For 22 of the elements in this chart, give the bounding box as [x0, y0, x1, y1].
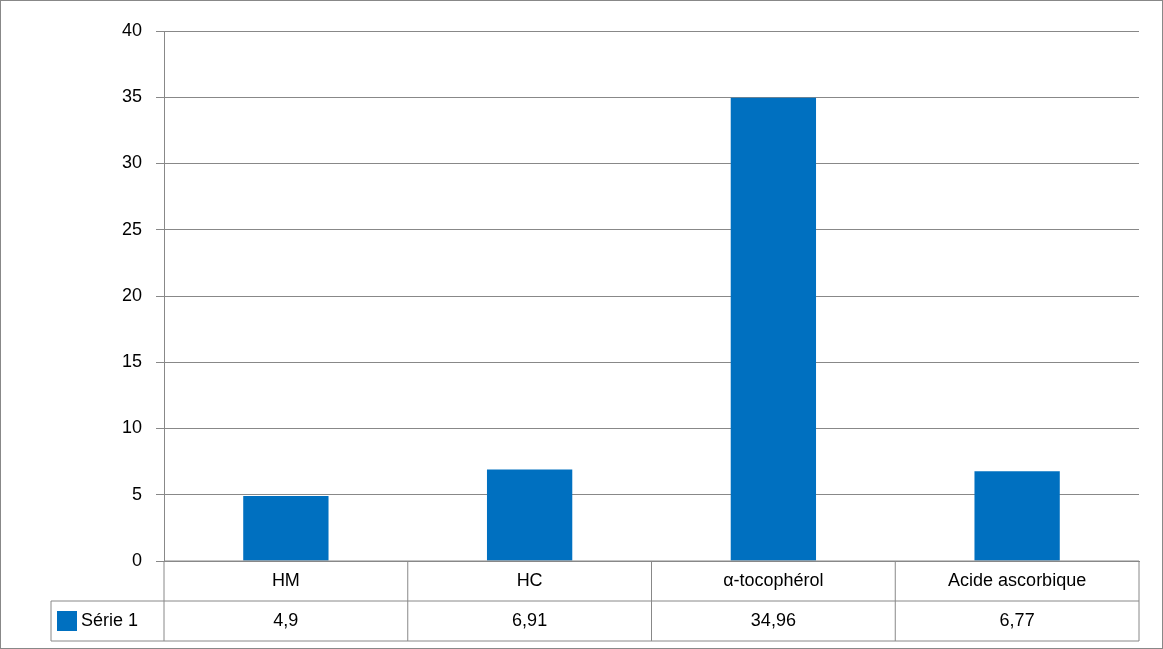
- x-tick-label: HC: [516, 569, 543, 590]
- data-label: 34,96: [750, 609, 796, 630]
- data-label: 6,91: [512, 609, 548, 630]
- y-tick-label: 0: [131, 549, 142, 570]
- y-tick-label: 35: [121, 86, 142, 107]
- y-tick-label: 40: [121, 19, 142, 40]
- bar: [730, 97, 817, 561]
- bar: [974, 471, 1060, 561]
- y-tick-label: 25: [121, 218, 142, 239]
- legend-label: Série 1: [81, 609, 139, 630]
- x-tick-label: Acide ascorbique: [948, 569, 1087, 590]
- x-tick-label: HM: [271, 569, 300, 590]
- bar: [243, 496, 329, 561]
- y-tick-label: 20: [121, 284, 142, 305]
- y-tick-label: 10: [121, 417, 142, 438]
- data-label: 6,77: [999, 609, 1035, 630]
- y-tick-label: 30: [121, 152, 142, 173]
- bar: [486, 469, 573, 561]
- x-tick-label: α-tocophérol: [723, 569, 824, 590]
- y-tick-label: 5: [131, 483, 142, 504]
- data-label: 4,9: [273, 609, 299, 630]
- y-tick-label: 15: [121, 351, 142, 372]
